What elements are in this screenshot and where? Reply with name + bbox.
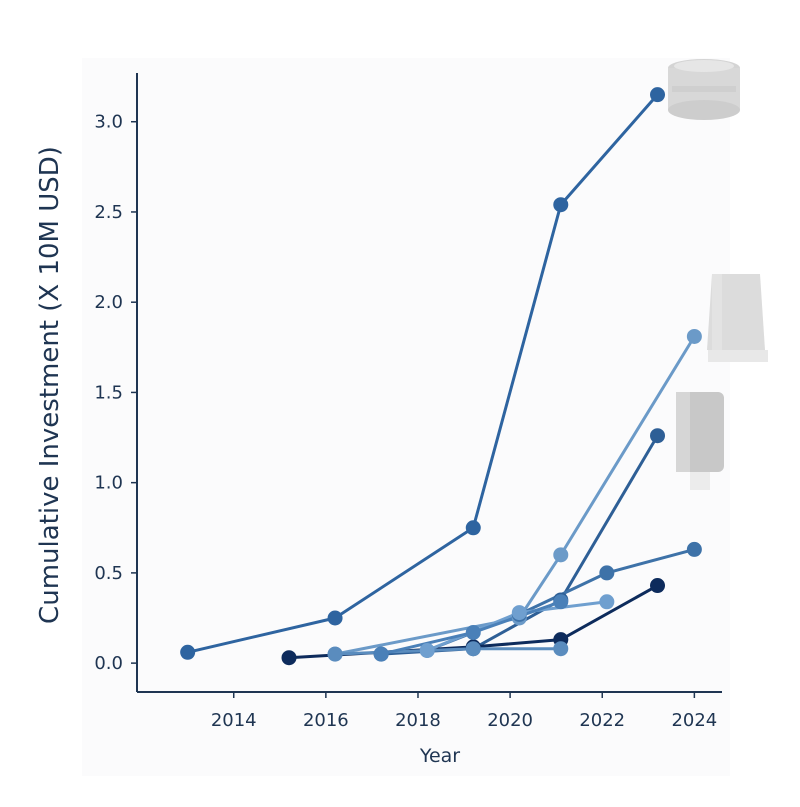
- x-tick-label: 2020: [487, 710, 533, 731]
- series-line: [333, 334, 696, 656]
- data-point: [327, 610, 343, 626]
- data-point: [327, 646, 343, 662]
- data-point: [419, 642, 435, 658]
- data-point: [465, 520, 481, 536]
- data-point: [650, 87, 666, 103]
- y-axis-title: Cumulative Investment (X 10M USD): [35, 146, 65, 624]
- x-tick-label: 2014: [211, 710, 257, 731]
- y-tick-label: 1.0: [94, 473, 123, 494]
- device-images: [668, 59, 768, 490]
- data-point: [180, 644, 196, 660]
- series-points: [180, 87, 702, 666]
- x-axis-title: Year: [419, 745, 460, 767]
- data-point: [553, 197, 569, 213]
- x-tick-label: 2016: [303, 710, 349, 731]
- data-point: [686, 328, 702, 344]
- data-point: [553, 547, 569, 563]
- data-point: [511, 605, 527, 621]
- y-tick-label: 0.5: [94, 563, 123, 584]
- data-point: [465, 641, 481, 657]
- y-tick-label: 1.5: [94, 382, 123, 403]
- x-tick-label: 2022: [579, 710, 625, 731]
- x-tick-label: 2018: [395, 710, 441, 731]
- y-tick-label: 2.5: [94, 202, 123, 223]
- x-ticks: 2014 2016 2018 2020 2022 2024: [211, 692, 717, 731]
- y-tick-label: 0.0: [94, 653, 123, 674]
- y-tick-label: 2.0: [94, 292, 123, 313]
- cylinder-device-icon: [676, 392, 724, 490]
- plot-background: [82, 58, 730, 776]
- data-point: [650, 428, 666, 444]
- x-tick-label: 2024: [671, 710, 717, 731]
- y-ticks: 0.0 0.5 1.0 1.5 2.0 2.5 3.0: [94, 112, 137, 674]
- data-point: [553, 641, 569, 657]
- axes: [136, 73, 722, 693]
- y-tick-label: 3.0: [94, 112, 123, 133]
- data-point: [281, 650, 297, 666]
- data-point: [553, 594, 569, 610]
- data-point: [650, 578, 666, 594]
- data-point: [686, 541, 702, 557]
- data-point: [465, 624, 481, 640]
- data-point: [373, 646, 389, 662]
- data-point: [599, 565, 615, 581]
- tall-device-icon: [707, 274, 768, 362]
- puck-device-icon: [668, 59, 740, 120]
- data-point: [599, 594, 615, 610]
